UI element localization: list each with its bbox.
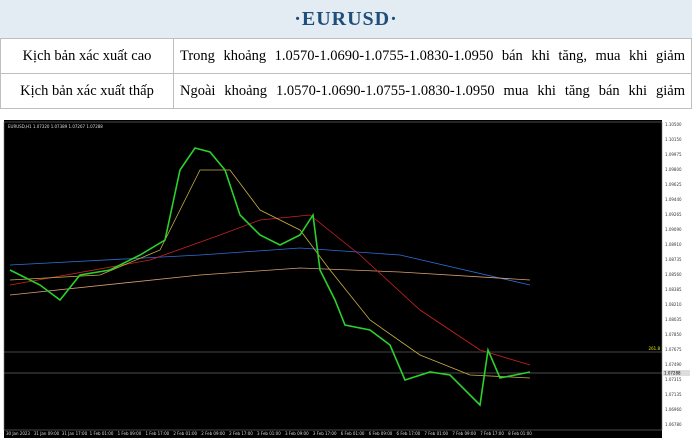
price-label: 1.09625	[665, 182, 682, 187]
chart-caption: EURUSD,H1 1.07320 1.07389 1.07267 1.0728…	[8, 124, 103, 129]
price-series	[9, 147, 531, 407]
price-label: 1.08560	[665, 272, 682, 277]
row: Kịch bản xác xuất thấp Ngoài khoảng 1.057…	[0, 73, 692, 109]
price-label: 1.09265	[665, 212, 682, 217]
cell: Ngoài khoảng 1.0570-1.0690-1.0755-1.0830…	[173, 73, 692, 109]
price-label: 1.08385	[665, 287, 682, 292]
cell: Kịch bản xác xuất cao	[0, 38, 174, 74]
price-label: 1.08035	[665, 317, 682, 322]
price-label: 1.07315	[665, 377, 682, 382]
row: Kịch bản xác xuất cao Trong khoảng 1.0570…	[0, 38, 692, 74]
price-label: 1.09975	[665, 152, 682, 157]
price-label: 1.08910	[665, 242, 682, 247]
ma-red	[9, 214, 531, 366]
time-label: 2 Feb 09:00	[201, 431, 225, 436]
ma-orange	[9, 267, 531, 296]
ma-blue	[9, 247, 531, 286]
price-label: 1.09800	[665, 167, 682, 172]
chart-bg	[4, 120, 692, 438]
time-label: 1 Feb 09:00	[118, 431, 142, 436]
title: ·EURUSD·	[0, 0, 692, 38]
cell: Trong khoảng 1.0570-1.0690-1.0755-1.0830…	[173, 38, 692, 74]
price-chart: EURUSD,H1 1.07320 1.07389 1.07267 1.0728…	[3, 120, 692, 438]
time-label: 31 Jan 09:00	[34, 431, 60, 436]
time-label: 31 Jan 17:00	[62, 431, 88, 436]
price-label: 1.08735	[665, 257, 682, 262]
time-label: 2 Feb 01:00	[173, 431, 197, 436]
price-label: 1.08210	[665, 302, 682, 307]
price-label: 1.06960	[665, 407, 682, 412]
level-label: 261.8	[649, 346, 661, 351]
price-label: 1.07675	[665, 347, 682, 352]
price-label: 1.09440	[665, 197, 682, 202]
time-label: 6 Feb 09:00	[369, 431, 393, 436]
time-label: 3 Feb 09:00	[285, 431, 309, 436]
time-label: 7 Feb 09:00	[452, 431, 476, 436]
time-label: 30 Jan 2023	[6, 431, 30, 436]
price-label: 1.06780	[665, 422, 682, 427]
price-label: 1.07135	[665, 392, 682, 397]
price-label: 1.09090	[665, 227, 682, 232]
time-label: 2 Feb 17:00	[229, 431, 253, 436]
time-label: 3 Feb 01:00	[257, 431, 281, 436]
price-tag-text: 1.07288	[664, 371, 681, 376]
time-label: 7 Feb 17:00	[480, 431, 504, 436]
time-label: 1 Feb 17:00	[145, 431, 169, 436]
time-label: 7 Feb 01:00	[424, 431, 448, 436]
time-label: 6 Feb 01:00	[341, 431, 365, 436]
axis-bg	[662, 120, 692, 438]
price-label: 1.10500	[665, 122, 682, 127]
scenario-table: Kịch bản xác xuất cao Trong khoảng 1.0570…	[0, 38, 692, 109]
cell: Kịch bản xác xuất thấp	[0, 73, 174, 109]
frame	[3, 121, 663, 431]
price-tag	[662, 370, 690, 376]
ma-yellow	[9, 169, 531, 379]
time-label: 3 Feb 17:00	[313, 431, 337, 436]
time-label: 6 Feb 17:00	[397, 431, 421, 436]
time-label: 8 Feb 01:00	[508, 431, 532, 436]
price-label: 1.07850	[665, 332, 682, 337]
time-label: 1 Feb 01:00	[90, 431, 114, 436]
price-label: 1.07490	[665, 362, 682, 367]
price-label: 1.10150	[665, 137, 682, 142]
